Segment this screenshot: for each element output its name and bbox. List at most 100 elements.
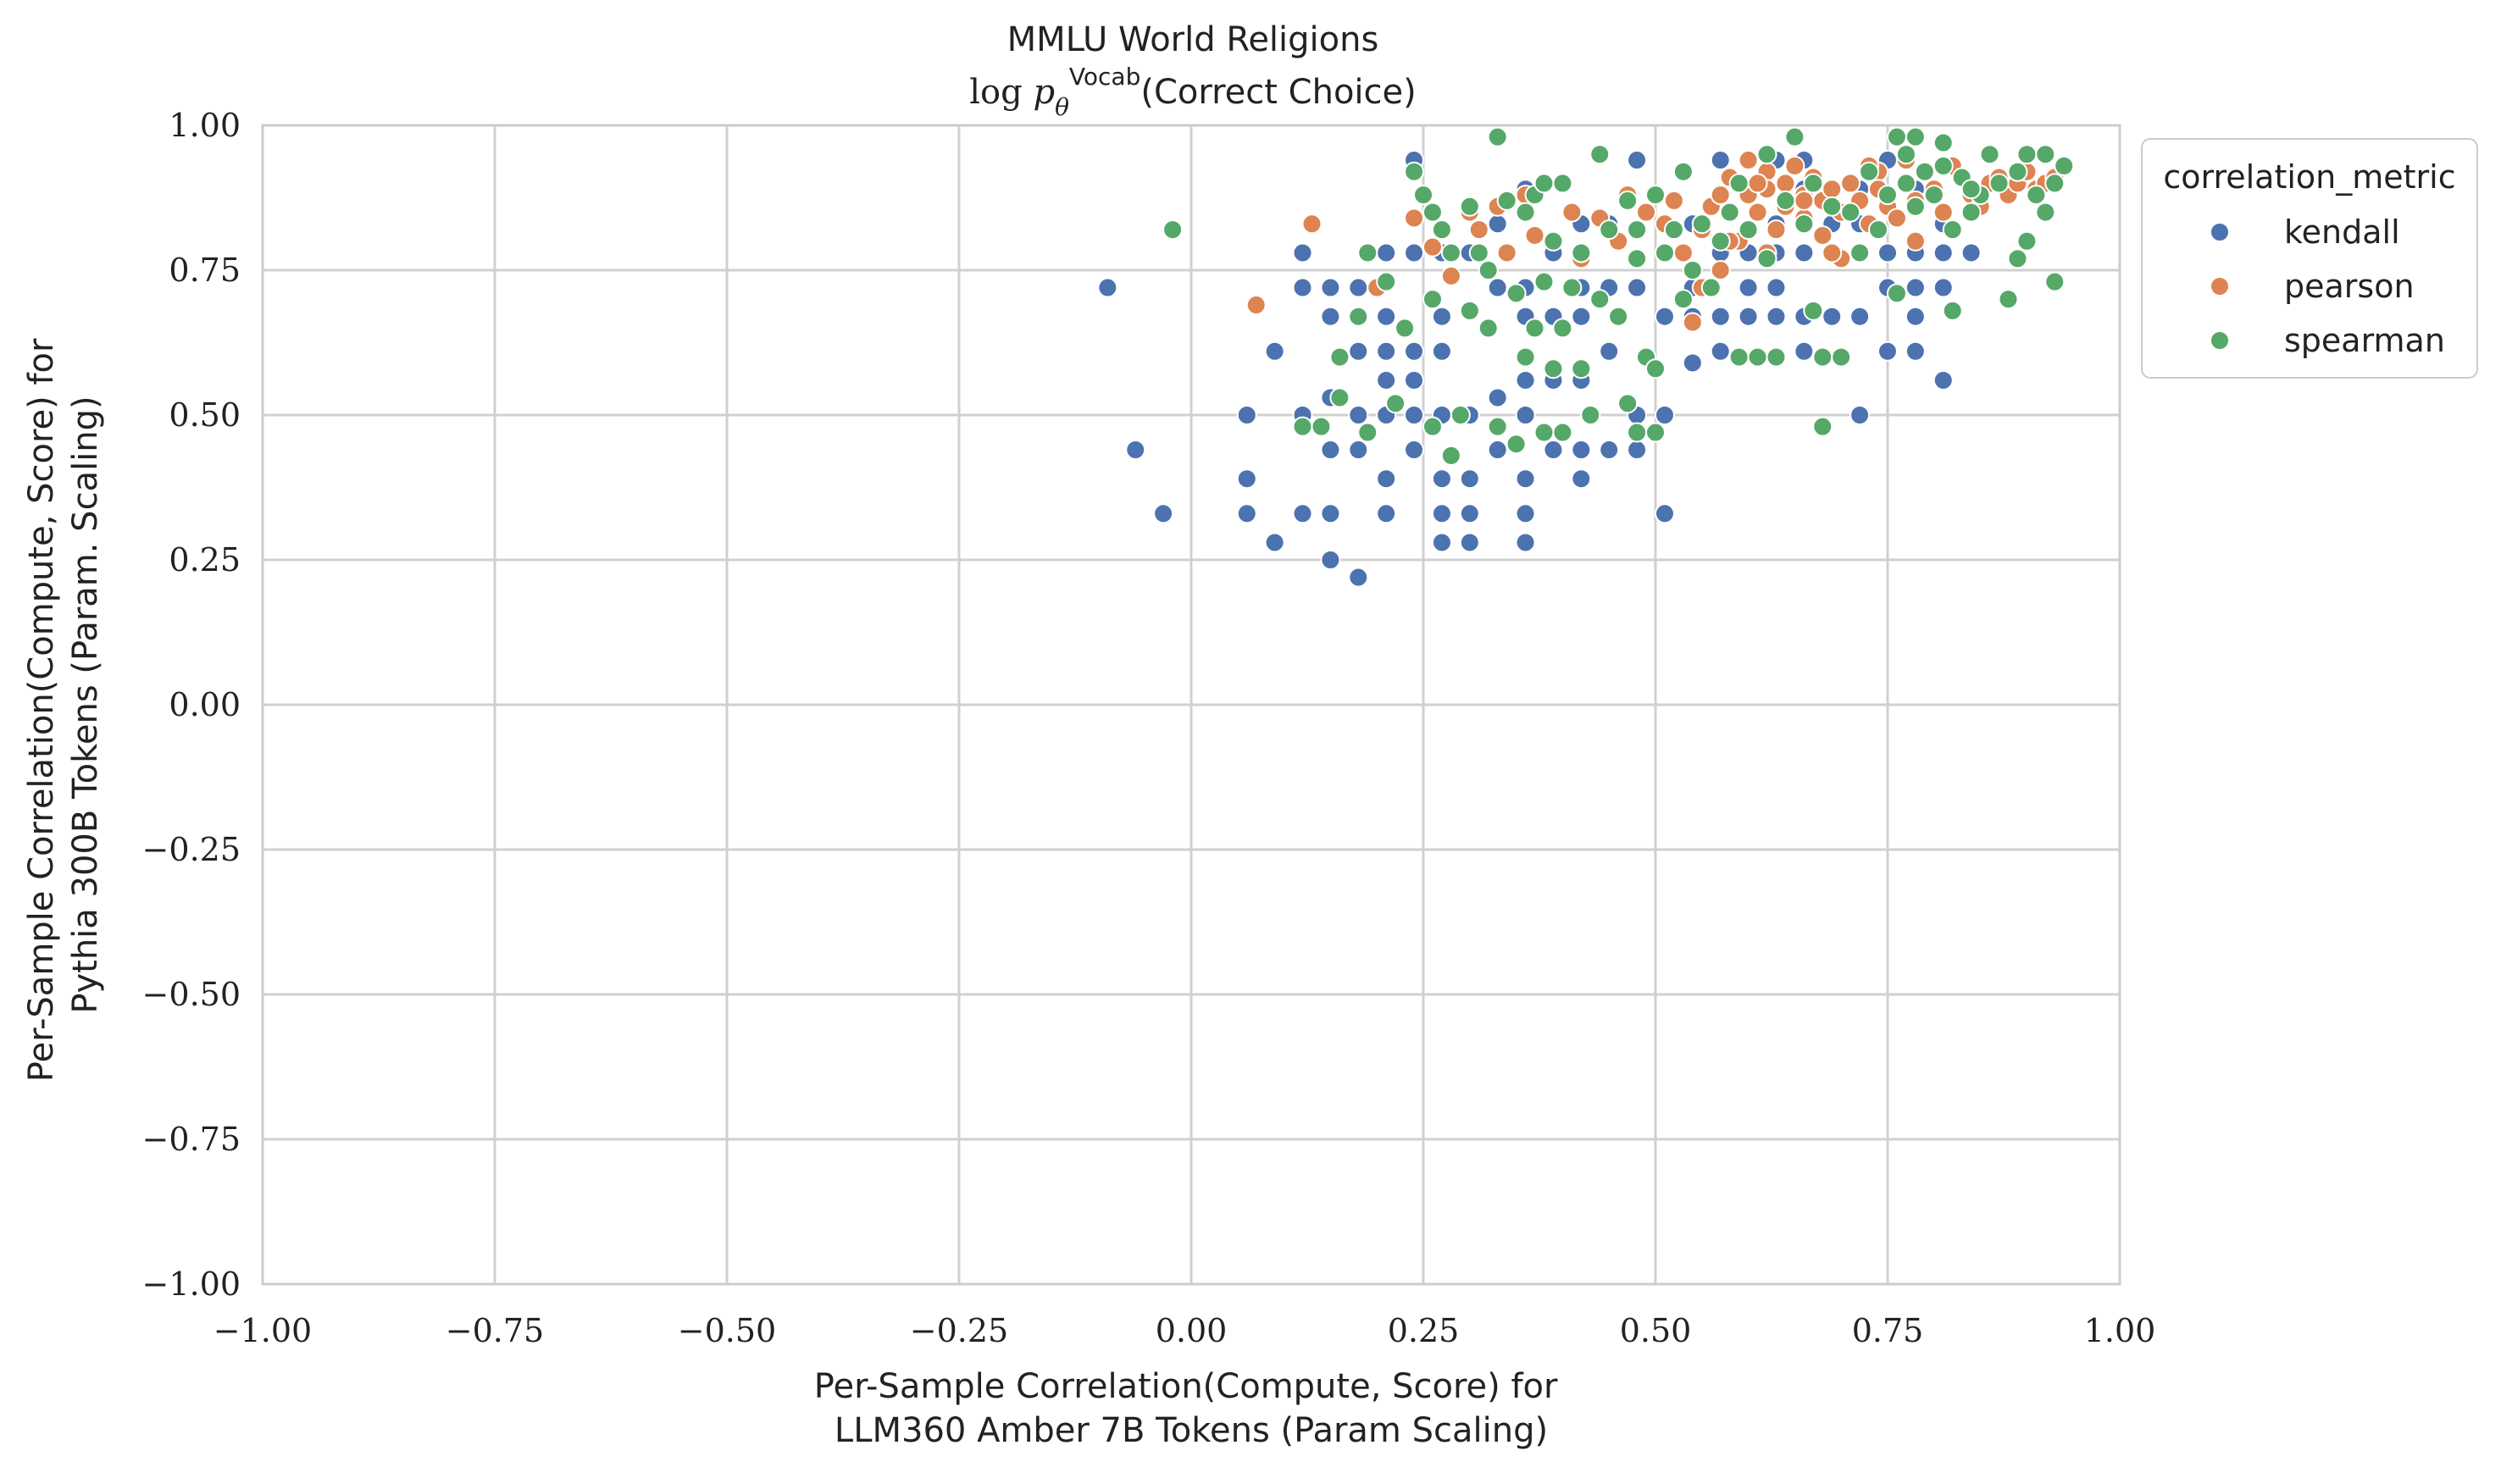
x-tick-label: −0.50 xyxy=(678,1312,776,1349)
spearman-point xyxy=(1979,144,2000,165)
y-tick-labels: −1.00 −0.75 −0.50 −0.25 0.00 0.25 0.50 0.75 1.00 xyxy=(142,107,241,1303)
kendall-point xyxy=(1960,242,1982,263)
pearson-point xyxy=(1747,173,1768,194)
kendall-point xyxy=(1376,306,1397,327)
spearman-point xyxy=(1506,434,1527,455)
pearson-point xyxy=(1663,190,1684,211)
kendall-point xyxy=(1794,242,1815,263)
legend-marker-pearson xyxy=(2210,276,2230,296)
kendall-point xyxy=(1348,567,1369,588)
spearman-point xyxy=(1672,289,1694,310)
spearman-point xyxy=(1311,416,1332,437)
kendall-point xyxy=(1710,306,1731,327)
spearman-point xyxy=(1822,196,1843,217)
kendall-point xyxy=(1404,341,1425,362)
spearman-point xyxy=(1496,190,1517,211)
spearman-point xyxy=(1515,202,1536,223)
spearman-point xyxy=(2044,173,2066,194)
pearson-point xyxy=(1682,312,1703,333)
kendall-point xyxy=(1459,532,1480,553)
spearman-point xyxy=(1413,185,1434,206)
pearson-point xyxy=(1636,202,1657,223)
spearman-point xyxy=(1682,260,1703,280)
pearson-point xyxy=(1822,179,1843,200)
pearson-point xyxy=(1905,230,1926,252)
spearman-point xyxy=(1756,144,1777,165)
pearson-point xyxy=(1245,295,1267,316)
spearman-point xyxy=(1691,213,1712,235)
y-tick-label: −0.75 xyxy=(142,1121,241,1158)
spearman-point xyxy=(1515,346,1536,368)
spearman-point xyxy=(1840,202,1861,223)
kendall-point xyxy=(1571,468,1592,490)
pearson-point xyxy=(1301,213,1323,235)
y-tick-label: 0.00 xyxy=(169,686,241,723)
spearman-point xyxy=(1552,173,1573,194)
spearman-point xyxy=(1886,283,1907,304)
plot-frame xyxy=(261,124,2121,1286)
spearman-point xyxy=(1589,289,1611,310)
x-tick-labels: −1.00 −0.75 −0.50 −0.25 0.00 0.25 0.50 0.75 1.00 xyxy=(214,1312,2156,1349)
kendall-point xyxy=(1320,550,1341,570)
kendall-point xyxy=(1627,150,1648,171)
spearman-point xyxy=(1645,422,1666,443)
kendall-point xyxy=(1487,213,1508,235)
kendall-point xyxy=(1236,503,1257,524)
kendall-point xyxy=(1905,277,1926,298)
kendall-point xyxy=(1320,277,1341,298)
spearman-point xyxy=(1422,416,1443,437)
spearman-point xyxy=(1617,190,1639,211)
kendall-point xyxy=(1376,369,1397,390)
spearman-point xyxy=(1468,242,1489,263)
pearson-point xyxy=(1422,236,1443,257)
pearson-point xyxy=(1404,208,1425,229)
spearman-point xyxy=(1914,161,1935,182)
y-tick-label: −1.00 xyxy=(142,1265,241,1303)
pearson-point xyxy=(1775,173,1796,194)
spearman-point xyxy=(1506,283,1527,304)
spearman-point xyxy=(1357,242,1378,263)
spearman-point xyxy=(2044,271,2066,292)
kendall-point xyxy=(1794,341,1815,362)
spearman-point xyxy=(1395,318,1416,339)
kendall-point xyxy=(1097,277,1118,298)
spearman-point xyxy=(1627,219,1648,241)
pearson-point xyxy=(1468,219,1489,241)
spearman-point xyxy=(1803,300,1824,321)
kendall-point xyxy=(1404,369,1425,390)
legend-marker-kendall xyxy=(2210,222,2230,242)
spearman-point xyxy=(2007,161,2028,182)
kendall-point xyxy=(1153,503,1174,524)
spearman-point xyxy=(1923,185,1944,206)
kendall-point xyxy=(1431,306,1452,327)
kendall-point xyxy=(1515,369,1536,390)
spearman-point xyxy=(1385,393,1406,414)
spearman-point xyxy=(2026,185,2047,206)
pearson-point xyxy=(1794,190,1815,211)
kendall-point xyxy=(1599,440,1620,461)
spearman-point xyxy=(1998,289,2019,310)
spearman-point xyxy=(1747,346,1768,368)
x-tick-label: 1.00 xyxy=(2084,1312,2156,1349)
spearman-point xyxy=(1440,445,1461,466)
kendall-point xyxy=(1515,405,1536,425)
kendall-point xyxy=(1822,306,1843,327)
kendall-point xyxy=(1459,468,1480,490)
kendall-point xyxy=(1431,503,1452,524)
kendall-point xyxy=(1933,277,1954,298)
x-axis-label-line-1: Per-Sample Correlation(Compute, Score) f… xyxy=(814,1367,1558,1406)
spearman-point xyxy=(1988,173,2010,194)
spearman-point xyxy=(1868,219,1889,241)
spearman-point xyxy=(1162,219,1184,241)
spearman-point xyxy=(1719,202,1740,223)
spearman-point xyxy=(1376,271,1397,292)
spearman-point xyxy=(1608,306,1629,327)
spearman-point xyxy=(1895,173,1916,194)
spearman-point xyxy=(1933,132,1954,153)
spearman-point xyxy=(1571,242,1592,263)
pearson-point xyxy=(1840,173,1861,194)
series-spearman xyxy=(1162,126,2075,466)
spearman-point xyxy=(2016,144,2038,165)
kendall-point xyxy=(1348,277,1369,298)
